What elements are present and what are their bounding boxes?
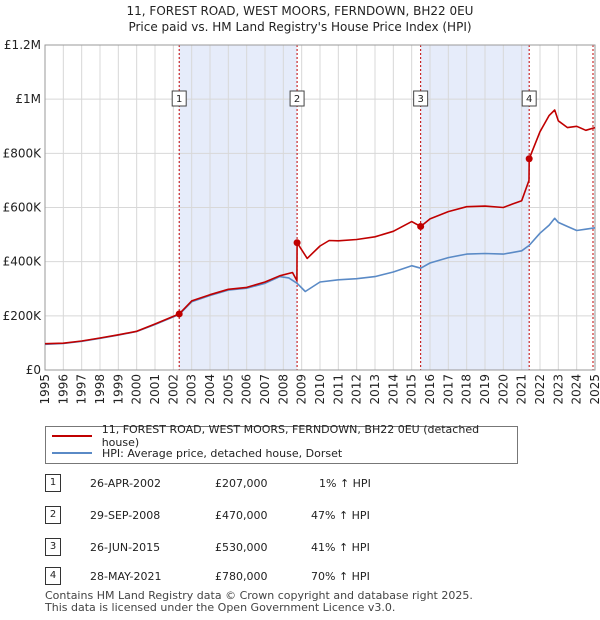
transaction-hpi: 47% ↑ HPI — [311, 509, 370, 522]
x-tick-label: 2018 — [460, 374, 474, 405]
legend-label-property: 11, FOREST ROAD, WEST MOORS, FERNDOWN, B… — [101, 423, 480, 449]
transaction-price: £530,000 — [215, 541, 268, 554]
x-tick-label: 2014 — [386, 374, 400, 405]
transaction-hpi: 1% ↑ HPI — [319, 477, 371, 490]
y-tick-label: £0 — [26, 363, 41, 377]
chart-title: 11, FOREST ROAD, WEST MOORS, FERNDOWN, B… — [126, 4, 474, 18]
x-tick-label: 2020 — [496, 374, 510, 405]
x-tick-label: 2009 — [295, 374, 309, 405]
transaction-price: £470,000 — [215, 509, 268, 522]
marker-label: 2 — [294, 94, 300, 105]
sale-point — [417, 222, 425, 230]
transaction-row: 3 26-JUN-2015 £530,000 41% ↑ HPI — [45, 538, 465, 558]
transaction-row: 4 28-MAY-2021 £780,000 70% ↑ HPI — [45, 567, 465, 587]
marker-label: 3 — [417, 94, 423, 105]
y-tick-label: £800K — [3, 146, 43, 160]
x-tick-label: 2017 — [441, 374, 455, 405]
x-tick-label: 2016 — [423, 374, 437, 405]
y-tick-label: £1.2M — [4, 38, 41, 52]
x-tick-label: 2023 — [551, 374, 565, 405]
transaction-row: 2 29-SEP-2008 £470,000 47% ↑ HPI — [45, 506, 465, 526]
legend: 11, FOREST ROAD, WEST MOORS, FERNDOWN, B… — [45, 423, 518, 464]
x-tick-label: 2001 — [148, 374, 162, 405]
x-tick-label: 2024 — [570, 374, 584, 405]
transaction-number: 4 — [45, 567, 61, 585]
x-tick-label: 1999 — [111, 374, 125, 405]
x-tick-label: 2008 — [276, 374, 290, 405]
legend-item-hpi: HPI: Average price, detached house, Dors… — [52, 445, 342, 461]
x-tick-label: 2006 — [240, 374, 254, 405]
x-tick-label: 2021 — [515, 374, 529, 405]
x-tick-label: 2000 — [130, 374, 144, 405]
transaction-date: 29-SEP-2008 — [90, 509, 161, 522]
x-tick-label: 2022 — [533, 374, 547, 405]
marker-label: 4 — [526, 94, 532, 105]
legend-label-hpi: HPI: Average price, detached house, Dors… — [102, 446, 343, 460]
x-tick-label: 2025 — [588, 374, 600, 405]
marker-box — [289, 90, 305, 107]
transaction-number: 1 — [45, 474, 61, 492]
footer-licence: This data is licensed under the Open Gov… — [45, 601, 396, 614]
y-tick-label: £400K — [3, 255, 43, 269]
transaction-date: 28-MAY-2021 — [90, 570, 162, 583]
footer-copyright: Contains HM Land Registry data © Crown c… — [45, 589, 473, 602]
hpi-line-swatch — [52, 452, 92, 454]
chart-subtitle: Price paid vs. HM Land Registry's House … — [128, 20, 472, 34]
x-tick-label: 2007 — [258, 374, 272, 405]
transaction-hpi: 41% ↑ HPI — [311, 541, 370, 554]
price-chart: £0 £200K £400K £600K £800K £1M £1.2M 1995 1996 19… — [3, 38, 600, 405]
y-tick-label: £1M — [15, 92, 41, 106]
y-tick-label: £200K — [3, 309, 43, 323]
transaction-number: 3 — [45, 538, 61, 556]
marker-label: 1 — [176, 94, 182, 105]
transaction-date: 26-APR-2002 — [90, 477, 162, 490]
x-tick-label: 2015 — [405, 374, 419, 405]
transaction-hpi: 70% ↑ HPI — [311, 570, 370, 583]
x-tick-label: 1995 — [38, 374, 52, 405]
x-tick-label: 2010 — [313, 374, 327, 405]
legend-item-property: 11, FOREST ROAD, WEST MOORS, FERNDOWN, B… — [52, 423, 517, 449]
x-tick-label: 2003 — [185, 374, 199, 405]
sale-point — [175, 310, 183, 318]
transaction-row: 1 26-APR-2002 £207,000 1% ↑ HPI — [45, 474, 465, 494]
marker-box — [171, 90, 187, 107]
transaction-price: £207,000 — [215, 477, 268, 490]
footer: Contains HM Land Registry data © Crown c… — [45, 590, 473, 614]
x-tick-label: 2002 — [166, 374, 180, 405]
plot-frame — [44, 44, 596, 371]
x-tick-label: 2004 — [203, 374, 217, 405]
property-price-line — [44, 109, 596, 345]
x-tick-label: 2013 — [368, 374, 382, 405]
transaction-price: £780,000 — [215, 570, 268, 583]
x-tick-label: 2012 — [350, 374, 364, 405]
property-line-swatch — [52, 435, 92, 437]
sale-point — [293, 239, 301, 247]
sale-point — [525, 155, 533, 163]
x-tick-label: 1998 — [93, 374, 107, 405]
marker-box — [521, 90, 537, 107]
marker-box — [413, 90, 429, 107]
x-tick-label: 2019 — [478, 374, 492, 405]
x-tick-label: 1996 — [56, 374, 70, 405]
x-tick-label: 2005 — [221, 374, 235, 405]
transaction-date: 26-JUN-2015 — [90, 541, 161, 554]
y-tick-label: £600K — [3, 201, 43, 215]
transaction-number: 2 — [45, 506, 61, 524]
x-tick-label: 2011 — [331, 374, 345, 405]
x-tick-label: 1997 — [75, 374, 89, 405]
